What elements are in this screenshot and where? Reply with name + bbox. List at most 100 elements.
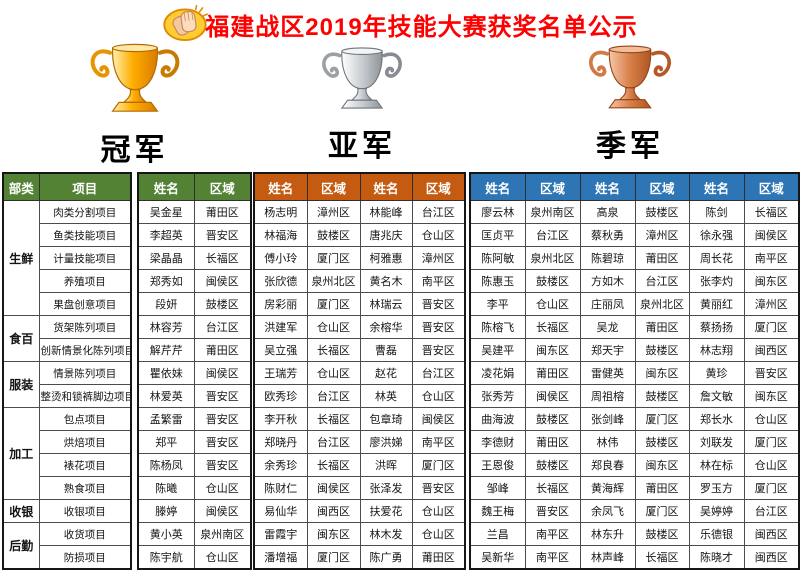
- runner-up-name-cell: 潘增福: [253, 545, 308, 570]
- champion-region-cell: 闽侯区: [193, 361, 252, 385]
- champion-name-cell: 郑秀如: [137, 269, 195, 293]
- runner-up-name-cell: 林木发: [359, 522, 413, 546]
- third-place-name-cell: 黄珍: [688, 361, 745, 385]
- third-place-region-cell: 泉州北区: [634, 292, 690, 316]
- third-place-name-cell: 曲海波: [469, 407, 526, 431]
- third-place-region-cell: 晋安区: [743, 361, 800, 385]
- third-place-table-row: 陈惠玉 鼓楼区 方如木 台江区 张李灼 闽东区: [469, 269, 800, 293]
- runner-up-name-cell: 傅小玲: [253, 246, 308, 270]
- third-place-name-cell: 李平: [469, 292, 526, 316]
- third-place-region-cell: 闽侯区: [743, 223, 800, 247]
- project-cell: 创新情景化陈列项目: [38, 338, 132, 362]
- champion-name-cell: 段妍: [137, 292, 195, 316]
- champion-table-row: 梁晶晶 长福区: [137, 246, 252, 270]
- champion-region-cell: 闽侯区: [193, 269, 252, 293]
- page-title: 福建战区2019年技能大赛获奖名单公示: [0, 4, 800, 44]
- third-place-table-row: 曲海波 鼓楼区 张剑峰 厦门区 郑长水 仓山区: [469, 407, 800, 431]
- champion-region-cell: 晋安区: [193, 430, 252, 454]
- champion-table-row: 陈宇航 仓山区: [137, 545, 252, 570]
- third-place-region-cell: 莆田区: [524, 430, 581, 454]
- champion-region-cell: 闽侯区: [193, 499, 252, 523]
- region-header: 区域: [411, 172, 466, 201]
- third-place-region-cell: 长福区: [743, 200, 800, 224]
- bronze-trophy-icon: [589, 45, 671, 109]
- third-place-region-cell: 南平区: [524, 522, 581, 546]
- champion-region-cell: 莆田区: [193, 338, 252, 362]
- third-place-region-cell: 鼓楼区: [634, 200, 690, 224]
- third-place-region-cell: 鼓楼区: [524, 453, 581, 477]
- name-header: 姓名: [253, 172, 308, 201]
- third-place-name-cell: 陈晓才: [688, 545, 745, 570]
- runner-up-region-cell: 漳州区: [411, 246, 466, 270]
- category-table-row: 计量技能项目: [3, 246, 132, 270]
- third-place-name-cell: 陈榕飞: [469, 315, 526, 339]
- third-place-region-cell: 漳州区: [634, 223, 690, 247]
- third-place-name-cell: 周祖榕: [579, 384, 636, 408]
- runner-up-table-row: 李开秋 长福区 包章琦 闽侯区: [253, 407, 466, 431]
- third-place-region-cell: 闽西区: [743, 338, 800, 362]
- runner-up-region-cell: 仓山区: [306, 361, 361, 385]
- runner-up-table-row: 房彩丽 厦门区 林瑞云 晋安区: [253, 292, 466, 316]
- runner-up-name-cell: 张欣德: [253, 269, 308, 293]
- champion-name-cell: 陈宇航: [137, 545, 195, 570]
- third-place-name-cell: 王恩俊: [469, 453, 526, 477]
- third-place-name-cell: 乐德银: [688, 522, 745, 546]
- third-place-name-cell: 庄丽凤: [579, 292, 636, 316]
- third-place-region-cell: 南平区: [743, 246, 800, 270]
- runner-up-table-row: 易仙华 闽西区 扶爱花 仓山区: [253, 499, 466, 523]
- clapping-hands-icon: [163, 5, 209, 42]
- runner-up-table-row: 潘增福 厦门区 陈广勇 莆田区: [253, 545, 466, 570]
- third-place-name-cell: 蔡秋勇: [579, 223, 636, 247]
- category-table-row: 生鲜 肉类分割项目: [2, 200, 132, 316]
- runner-up-name-cell: 杨志明: [253, 200, 308, 224]
- third-place-name-cell: 廖云林: [469, 200, 526, 224]
- champion-table-row: 孟繁雷 晋安区: [137, 407, 252, 431]
- third-place-name-cell: 吴婷婷: [688, 499, 745, 523]
- champion-name-cell: 陈杨凤: [137, 453, 195, 477]
- category-cell: 后勤: [2, 522, 40, 570]
- runner-up-region-cell: 长福区: [306, 407, 361, 431]
- table-header-row: 姓名 区域 姓名 区域 姓名 区域: [469, 172, 800, 201]
- third-place-region-cell: 长福区: [634, 545, 690, 570]
- runner-up-name-cell: 房彩丽: [253, 292, 308, 316]
- runner-up-region-cell: 台江区: [306, 384, 361, 408]
- third-place-region-cell: 闽东区: [524, 338, 581, 362]
- third-place-name-cell: 林志翔: [688, 338, 745, 362]
- runner-up-name-cell: 林瑞云: [359, 292, 413, 316]
- champion-name-cell: 林容芳: [137, 315, 195, 339]
- third-place-name-cell: 张秀芳: [469, 384, 526, 408]
- third-place-region-cell: 闽东区: [743, 269, 800, 293]
- third-place-name-cell: 陈阿敏: [469, 246, 526, 270]
- champion-table-row: 林爱英 晋安区: [137, 384, 252, 408]
- runner-up-name-cell: 赵花: [359, 361, 413, 385]
- category-table-row: 收银 收银项目: [2, 499, 132, 523]
- third-place-table-row: 陈阿敏 泉州北区 陈碧琼 莆田区 周长花 南平区: [469, 246, 800, 270]
- third-place-name-cell: 郑良春: [579, 453, 636, 477]
- runner-up-region-cell: 仓山区: [411, 384, 466, 408]
- runner-up-table-row: 林福海 鼓楼区 唐兆庆 仓山区: [253, 223, 466, 247]
- project-cell: 熟食项目: [38, 476, 132, 500]
- runner-up-name-cell: 余秀珍: [253, 453, 308, 477]
- runner-up-region-cell: 鼓楼区: [306, 223, 361, 247]
- champion-name-cell: 滕婷: [137, 499, 195, 523]
- third-place-region-cell: 闽西区: [743, 522, 800, 546]
- champion-table-row: 陈曦 仓山区: [137, 476, 252, 500]
- third-place-region-cell: 闽侯区: [524, 384, 581, 408]
- third-place-name-cell: 黄丽红: [688, 292, 745, 316]
- category-table-row: 创新情景化陈列项目: [3, 338, 132, 362]
- third-place-region-cell: 漳州区: [743, 292, 800, 316]
- third-place-name-cell: 林在标: [688, 453, 745, 477]
- category-table-row: 裱花项目: [3, 453, 132, 477]
- champion-region-cell: 晋安区: [193, 384, 252, 408]
- runner-up-name-cell: 扶爱花: [359, 499, 413, 523]
- champion-name-cell: 解芹芹: [137, 338, 195, 362]
- category-table-row: 防损项目: [3, 545, 132, 570]
- third-place-name-cell: 林伟: [579, 430, 636, 454]
- third-place-region-cell: 闽东区: [634, 453, 690, 477]
- name-header: 姓名: [688, 172, 745, 201]
- champion-region-cell: 长福区: [193, 246, 252, 270]
- runner-up-region-cell: 台江区: [411, 200, 466, 224]
- champion-region-cell: 仓山区: [193, 476, 252, 500]
- third-place-name-cell: 雷健英: [579, 361, 636, 385]
- runner-up-region-cell: 厦门区: [306, 292, 361, 316]
